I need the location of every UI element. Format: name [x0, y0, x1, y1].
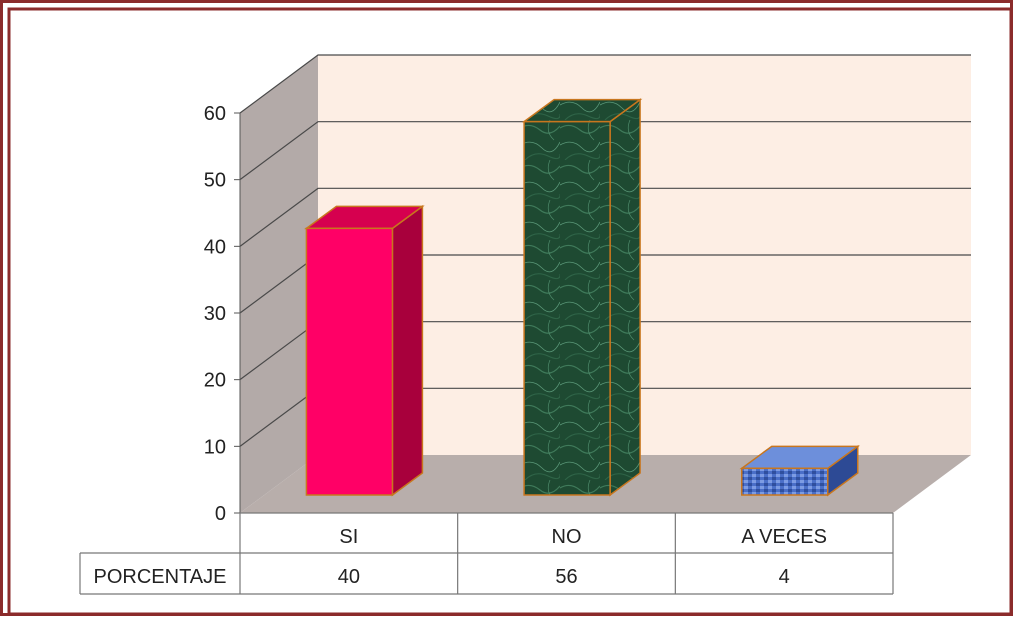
y-tick-label: 20 — [204, 370, 226, 392]
bar-no[interactable] — [521, 98, 643, 497]
bar-a-veces[interactable] — [739, 444, 861, 497]
inner-border — [7, 7, 1013, 616]
y-tick-label: 40 — [204, 236, 226, 258]
bar-front — [741, 467, 829, 496]
series-label: PORCENTAJE — [94, 566, 227, 588]
bar-side — [391, 204, 424, 497]
data-label: 40 — [338, 566, 360, 588]
data-table: SI 40 NO 56 A VECES 4 PORCENTAJE — [79, 512, 894, 595]
y-tick-label: 50 — [204, 170, 226, 192]
gridline — [239, 54, 971, 114]
gridline — [239, 121, 971, 181]
y-tick-label: 0 — [215, 503, 226, 525]
bar-si[interactable] — [304, 204, 425, 497]
y-tick-label: 30 — [204, 303, 226, 325]
bar-front — [523, 120, 611, 496]
data-label: 56 — [555, 566, 577, 588]
bar-front — [305, 227, 394, 496]
data-label: 4 — [779, 566, 790, 588]
y-axis: 0 10 20 30 40 50 60 — [204, 103, 241, 525]
category-label: A VECES — [741, 526, 827, 548]
bars — [304, 98, 861, 497]
bar-side — [609, 98, 641, 497]
category-label: NO — [552, 526, 582, 548]
gridline — [239, 187, 971, 247]
category-label: SI — [339, 526, 358, 548]
y-tick-label: 10 — [204, 436, 226, 458]
y-tick-label: 60 — [204, 103, 226, 125]
